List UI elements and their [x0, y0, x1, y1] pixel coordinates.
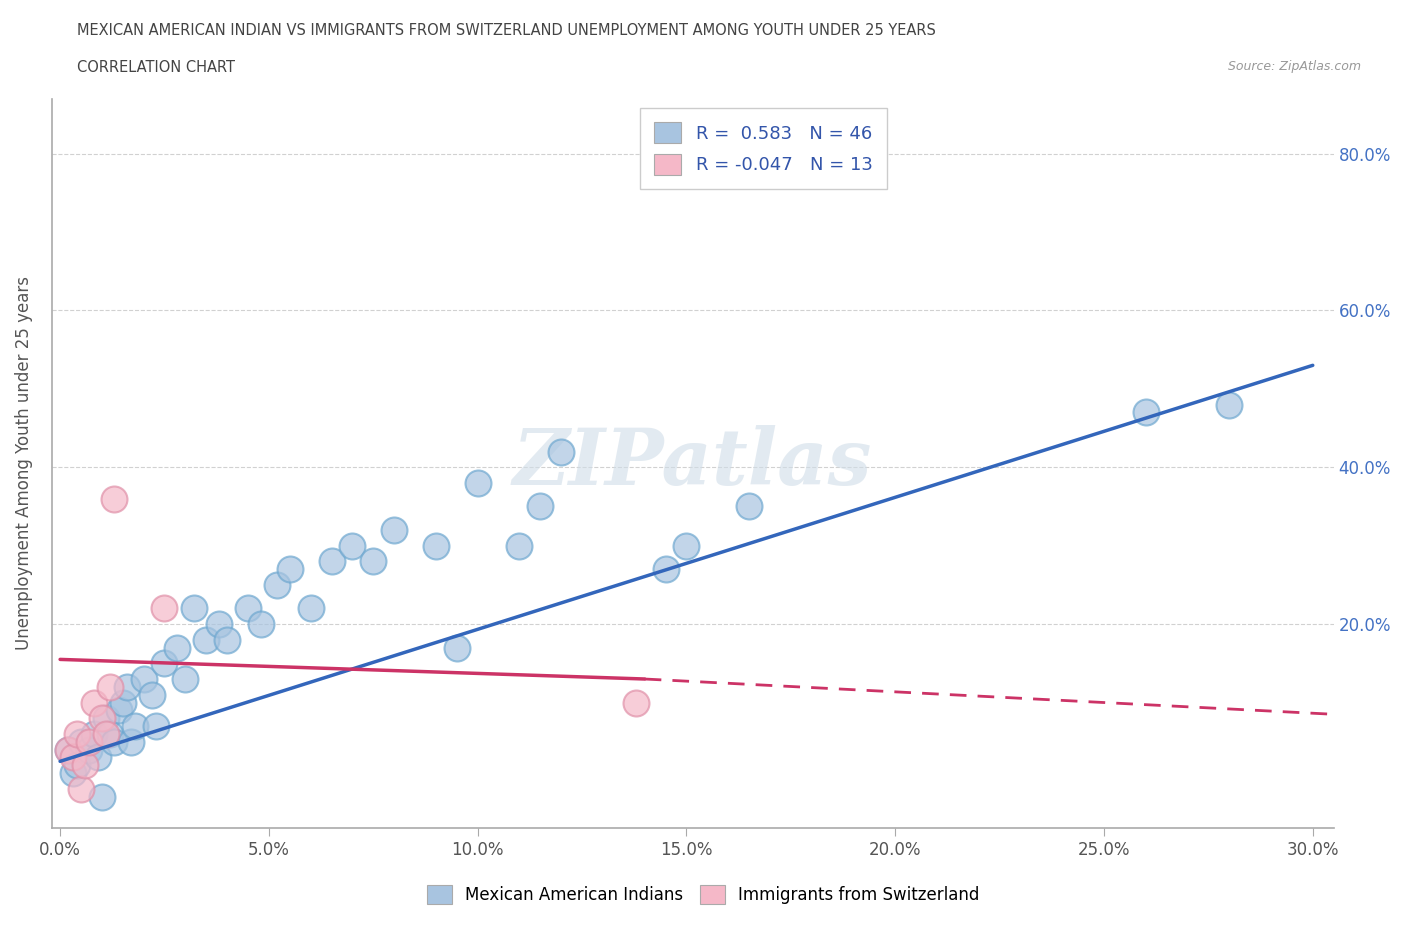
Point [70, 781, 93, 796]
Point [79, 742, 101, 757]
Point [79, 735, 101, 750]
Point [166, 640, 188, 655]
Point [342, 538, 364, 553]
Text: CORRELATION CHART: CORRELATION CHART [77, 60, 235, 75]
Point [361, 554, 384, 569]
Point [446, 640, 468, 655]
Point [83, 726, 105, 741]
Point [174, 671, 197, 686]
Point [103, 491, 125, 506]
Point [145, 719, 167, 734]
Point [66, 726, 89, 741]
Point [266, 578, 288, 592]
Point [62, 765, 84, 780]
Point [217, 632, 239, 647]
Point [103, 735, 125, 750]
Point [278, 562, 301, 577]
Point [183, 601, 205, 616]
Point [66, 758, 89, 773]
Point [98, 680, 121, 695]
Point [120, 735, 142, 750]
Point [153, 601, 176, 616]
Legend: Mexican American Indians, Immigrants from Switzerland: Mexican American Indians, Immigrants fro… [418, 876, 988, 912]
Point [111, 695, 134, 710]
Point [94, 711, 117, 725]
Text: MEXICAN AMERICAN INDIAN VS IMMIGRANTS FROM SWITZERLAND UNEMPLOYMENT AMONG YOUTH : MEXICAN AMERICAN INDIAN VS IMMIGRANTS FR… [77, 23, 936, 38]
Point [83, 695, 105, 710]
Point [90, 790, 112, 804]
Point [382, 523, 405, 538]
Point [153, 656, 176, 671]
Point [208, 617, 231, 631]
Point [75, 758, 97, 773]
Y-axis label: Unemployment Among Youth under 25 years: Unemployment Among Youth under 25 years [15, 276, 32, 650]
Point [529, 499, 551, 514]
Point [236, 601, 259, 616]
Point [107, 703, 129, 718]
Point [90, 711, 112, 725]
Point [1218, 397, 1240, 412]
Point [132, 671, 155, 686]
Point [738, 499, 761, 514]
Point [626, 695, 648, 710]
Text: ZIPatlas: ZIPatlas [513, 425, 872, 501]
Point [58, 742, 80, 757]
Point [70, 735, 93, 750]
Point [115, 680, 138, 695]
Point [98, 726, 121, 741]
Point [1135, 405, 1157, 419]
Point [654, 562, 676, 577]
Point [94, 726, 117, 741]
Point [321, 554, 343, 569]
Point [508, 538, 530, 553]
Point [425, 538, 447, 553]
Point [249, 617, 271, 631]
Point [550, 445, 572, 459]
Point [62, 750, 84, 764]
Point [299, 601, 322, 616]
Point [141, 687, 163, 702]
Text: Source: ZipAtlas.com: Source: ZipAtlas.com [1227, 60, 1361, 73]
Point [675, 538, 697, 553]
Legend: R =  0.583   N = 46, R = -0.047   N = 13: R = 0.583 N = 46, R = -0.047 N = 13 [640, 108, 887, 189]
Point [467, 475, 489, 490]
Point [195, 632, 218, 647]
Point [124, 719, 146, 734]
Point [86, 750, 108, 764]
Point [58, 742, 80, 757]
